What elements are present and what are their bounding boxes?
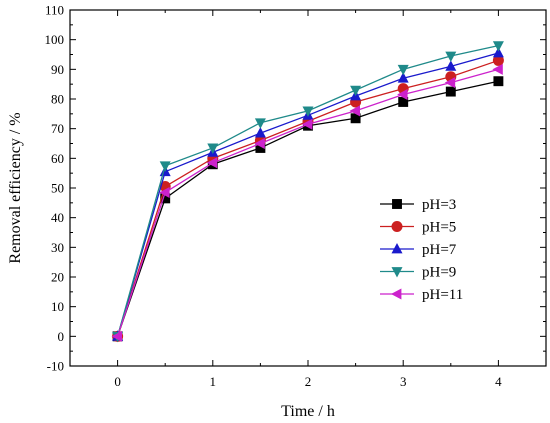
x-tick-label: 2 [305, 374, 312, 389]
x-tick-label: 1 [210, 374, 217, 389]
data-point [160, 193, 171, 204]
series-layer [111, 41, 504, 343]
x-tick-label: 4 [495, 374, 502, 389]
y-tick-label: 0 [58, 329, 65, 344]
legend-label: pH=9 [422, 265, 456, 281]
data-point [492, 41, 504, 52]
legend-label: pH=7 [422, 242, 457, 258]
data-point [207, 143, 219, 154]
data-point [111, 330, 122, 342]
y-tick-label: 10 [51, 299, 64, 314]
data-point [254, 127, 266, 138]
data-point [349, 105, 360, 117]
data-point [445, 51, 457, 63]
legend-item: pH=11 [380, 287, 463, 303]
data-point [397, 64, 409, 76]
y-tick-label: 20 [51, 270, 64, 285]
data-point [492, 63, 503, 75]
legend-marker [391, 221, 403, 232]
data-point [350, 113, 361, 124]
legend-label: pH=3 [422, 197, 456, 213]
data-point [255, 143, 266, 153]
data-point [254, 118, 266, 129]
y-tick-label: 70 [51, 121, 64, 136]
data-point [159, 186, 170, 198]
data-point [444, 77, 456, 89]
legend-item: pH=9 [380, 265, 456, 281]
plot-frame [69, 9, 547, 367]
x-tick-label: 3 [400, 374, 407, 389]
y-tick-label: 50 [51, 181, 64, 196]
legend-label: pH=5 [422, 220, 456, 236]
data-point [301, 118, 313, 130]
data-point [206, 157, 218, 169]
data-point [159, 161, 171, 172]
legend-marker [391, 267, 403, 278]
y-axis-title: Removal efficiency / % [7, 112, 24, 263]
y-tick-label: -10 [47, 359, 64, 374]
data-point [397, 72, 409, 83]
data-point [492, 46, 504, 58]
data-point [302, 106, 314, 117]
y-tick-label: 90 [51, 62, 64, 77]
legend-marker [392, 199, 402, 209]
y-tick-label: 80 [51, 92, 64, 107]
data-point [445, 60, 457, 71]
legend-label: pH=11 [422, 287, 463, 303]
series-ph-11 [111, 63, 503, 342]
legend-item: pH=7 [380, 242, 457, 258]
data-point [254, 138, 265, 149]
legend-item: pH=5 [380, 220, 456, 236]
x-axis-title: Time / h [281, 403, 335, 420]
axis-ticks: 0 1 2 3 4 -10 0 10 20 30 40 50 60 70 80 90 100 110 [45, 3, 546, 389]
data-point [398, 97, 409, 107]
plot-border [69, 9, 547, 367]
data-point [445, 86, 456, 97]
data-point [397, 89, 408, 101]
data-point [492, 54, 504, 66]
y-tick-label: 30 [51, 240, 64, 255]
legend: pH=3 pH=5 pH=7 pH=9 pH=11 [380, 197, 463, 303]
x-tick-label: 0 [114, 374, 121, 389]
y-tick-label: 110 [45, 3, 64, 18]
legend-marker [391, 242, 403, 254]
y-tick-label: 60 [51, 151, 64, 166]
y-tick-label: 100 [45, 32, 65, 47]
data-point [493, 76, 504, 87]
data-point [350, 85, 362, 97]
legend-item: pH=3 [380, 197, 456, 213]
legend-marker [390, 288, 402, 300]
y-tick-label: 40 [51, 210, 64, 225]
